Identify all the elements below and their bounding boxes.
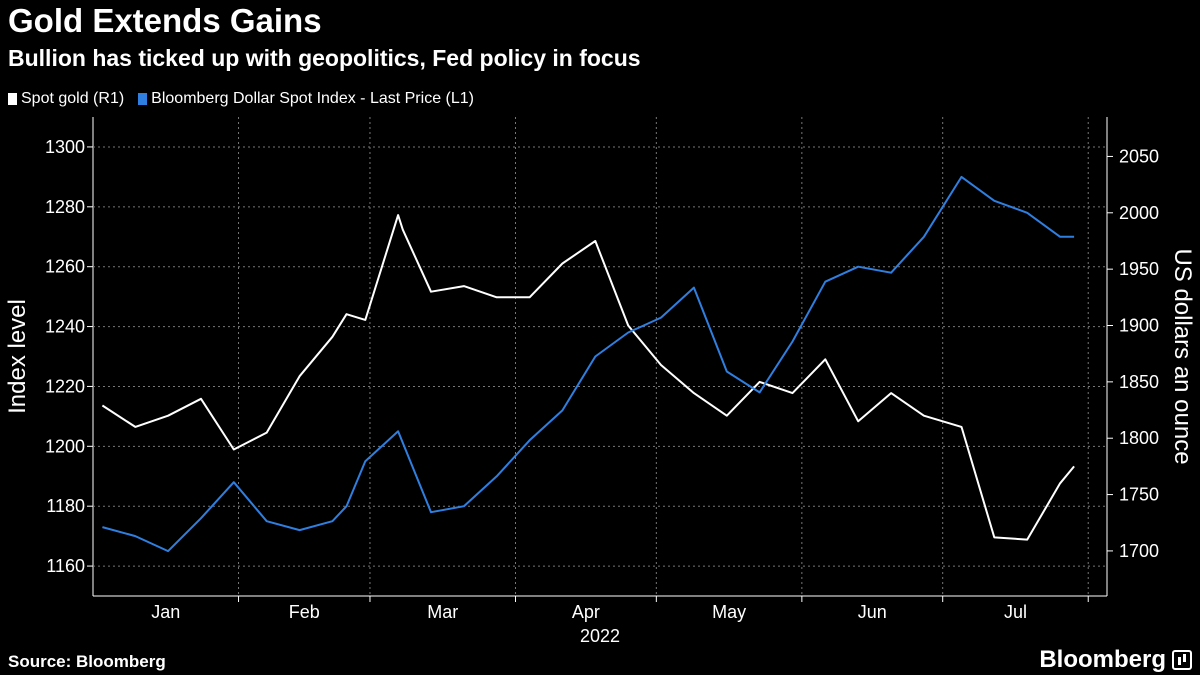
left-tick-label: 1260 xyxy=(45,257,85,277)
series-line-spot-gold xyxy=(101,214,1075,541)
legend-swatch-dollar xyxy=(138,93,148,105)
month-label: May xyxy=(712,602,746,622)
left-tick-label: 1280 xyxy=(45,197,85,217)
left-tick-label: 1200 xyxy=(45,436,85,456)
legend-label-gold: Spot gold (R1) xyxy=(21,90,125,107)
right-tick-label: 2000 xyxy=(1119,203,1159,223)
right-tick-label: 2050 xyxy=(1119,146,1159,166)
logo-text: Bloomberg xyxy=(1039,646,1166,673)
chart-subtitle: Bullion has ticked up with geopolitics, … xyxy=(8,45,641,71)
right-tick-label: 1900 xyxy=(1119,316,1159,336)
left-tick-label: 1180 xyxy=(46,496,85,516)
left-tick-label: 1220 xyxy=(45,376,85,396)
legend-label-dollar: Bloomberg Dollar Spot Index - Last Price… xyxy=(151,90,474,107)
year-label: 2022 xyxy=(580,626,620,646)
legend-swatch-gold xyxy=(8,93,17,105)
chart-title: Gold Extends Gains xyxy=(8,2,322,39)
bloomberg-terminal-icon xyxy=(1172,650,1192,670)
left-tick-label: 1240 xyxy=(45,317,85,337)
right-tick-label: 1800 xyxy=(1119,428,1159,448)
left-tick-label: 1300 xyxy=(45,137,85,157)
left-tick-label: 1160 xyxy=(46,556,85,576)
right-axis-title: US dollars an ounce xyxy=(1169,248,1196,464)
legend: Spot gold (R1) Bloomberg Dollar Spot Ind… xyxy=(8,90,474,108)
source-note: Source: Bloomberg xyxy=(8,652,166,671)
left-axis-title: Index level xyxy=(4,299,31,414)
right-tick-label: 1850 xyxy=(1119,372,1159,392)
right-tick-label: 1700 xyxy=(1119,541,1159,561)
right-tick-label: 1950 xyxy=(1119,259,1159,279)
month-label: Jan xyxy=(151,602,180,622)
series-line-dollar-index xyxy=(102,175,1075,553)
month-label: Mar xyxy=(427,602,458,622)
month-label: Feb xyxy=(289,602,320,622)
legend-item-dollar: Bloomberg Dollar Spot Index - Last Price… xyxy=(138,90,474,108)
legend-item-gold: Spot gold (R1) xyxy=(8,90,124,108)
month-label: Jul xyxy=(1004,602,1027,622)
right-tick-label: 1750 xyxy=(1119,485,1159,505)
month-label: Apr xyxy=(572,602,600,622)
month-label: Jun xyxy=(858,602,887,622)
bloomberg-logo: Bloomberg xyxy=(1039,646,1192,674)
